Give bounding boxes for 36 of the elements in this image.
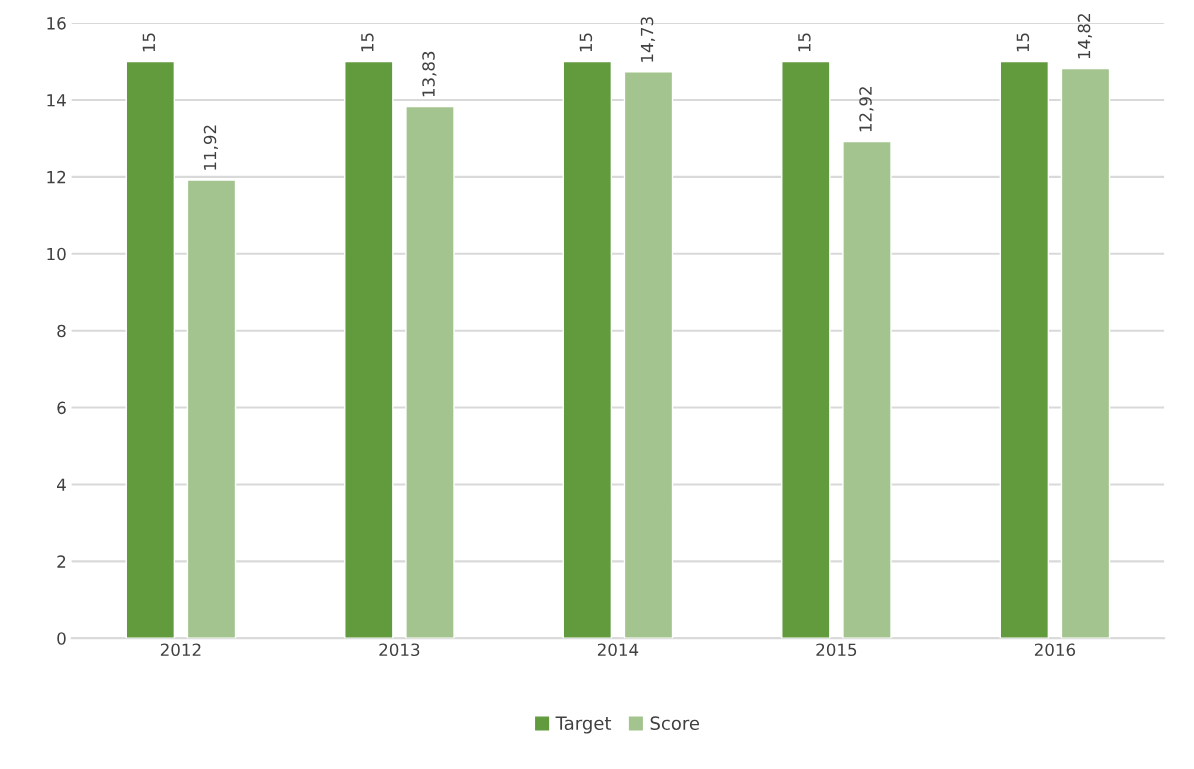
legend-label: Score (650, 716, 700, 731)
data-label: 15 (1016, 33, 1030, 52)
data-label: 13,83 (422, 51, 437, 97)
y-tick-label: 10 (47, 247, 66, 261)
x-tick-label: 2016 (1034, 643, 1076, 657)
bar (623, 71, 674, 639)
x-tick-label: 2014 (597, 643, 639, 657)
y-tick-label: 16 (47, 17, 66, 30)
bar (1060, 67, 1111, 639)
bar (405, 105, 455, 639)
legend-label: Target (555, 716, 612, 734)
data-label: 14,73 (640, 17, 656, 62)
y-tick-label: 12 (47, 170, 66, 184)
bar (781, 60, 831, 639)
y-tick-label: 14 (47, 94, 66, 107)
x-tick-label: 2013 (379, 643, 420, 657)
bar (125, 60, 176, 639)
data-label: 14,82 (1077, 14, 1093, 59)
data-label: 11,92 (203, 125, 219, 170)
x-tick-label: 2012 (160, 643, 201, 657)
data-label: 15 (142, 33, 156, 52)
bar (186, 179, 237, 639)
y-tick-label: 2 (57, 555, 66, 568)
bar (842, 140, 892, 639)
y-tick-label: 0 (57, 632, 66, 645)
y-tick-label: 6 (57, 401, 66, 415)
data-label: 15 (798, 33, 811, 52)
data-label: 15 (361, 33, 374, 52)
x-tick-label: 2015 (816, 643, 857, 657)
data-label: 12,92 (859, 87, 874, 132)
bar (344, 60, 394, 639)
data-label: 15 (579, 33, 593, 52)
y-tick-label: 4 (56, 478, 66, 491)
y-tick-label: 8 (57, 324, 66, 338)
bar (999, 60, 1050, 639)
bar (562, 60, 613, 639)
